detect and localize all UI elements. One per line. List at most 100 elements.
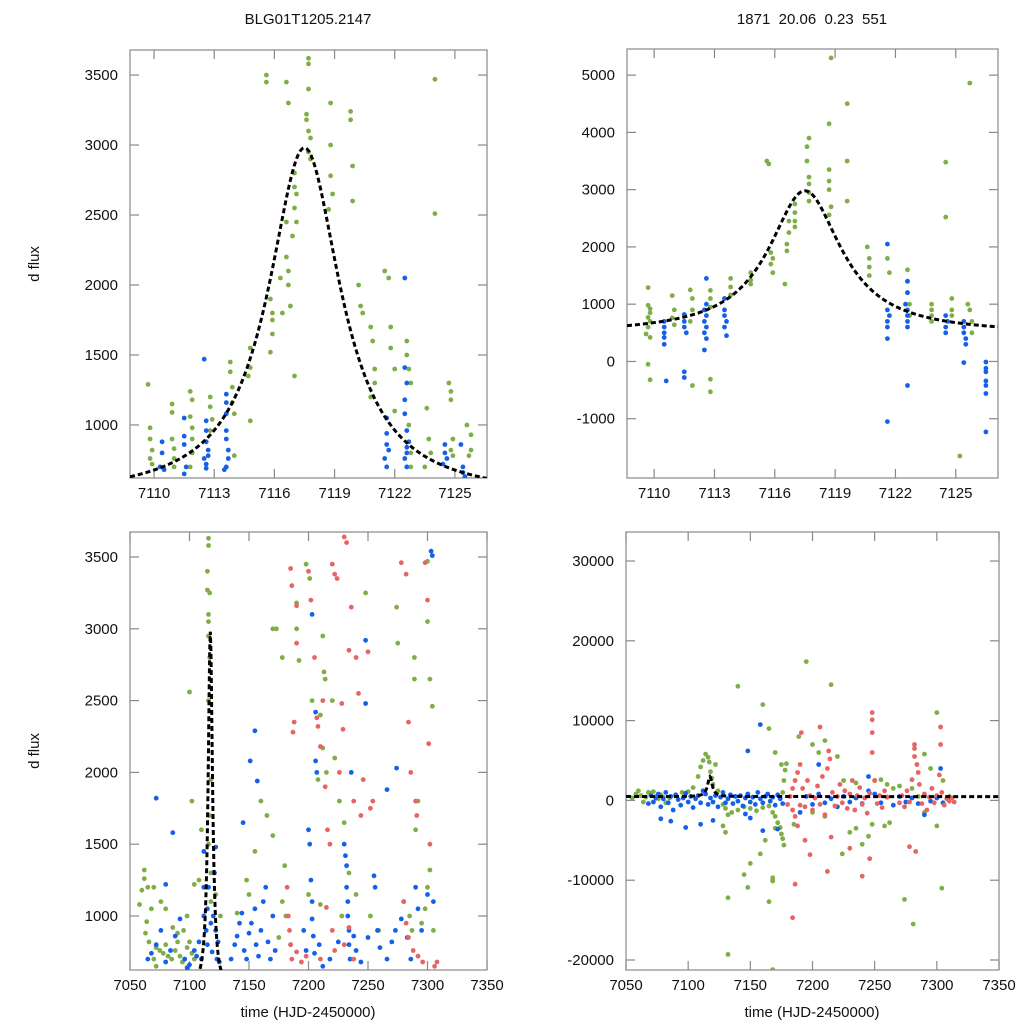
data-point [228,956,234,962]
data-point [934,823,940,829]
data-point [784,761,789,767]
y-tick-label: 2500 [85,693,118,710]
data-point [816,750,822,755]
data-point [426,436,432,442]
data-point [345,899,351,904]
data-point [905,313,910,318]
data-point [866,264,872,270]
data-point [384,464,390,470]
data-point [351,956,357,962]
y-axis-label: d flux [26,733,43,769]
data-point [151,956,157,962]
data-point [784,241,790,247]
data-point [181,433,187,439]
data-point [826,121,832,127]
data-point [265,939,271,945]
plot-area [626,527,999,970]
data-point [264,79,269,85]
data-point [890,802,896,808]
data-point [647,335,653,340]
data-point [184,913,190,919]
data-point [398,916,404,922]
data-point [304,117,309,123]
data-point [358,813,364,818]
data-point [795,770,800,775]
data-point [268,349,273,355]
data-point [340,726,346,732]
y-tick-label: 2500 [85,207,118,224]
data-point [462,474,468,478]
data-point [163,906,169,912]
y-tick-label: 3500 [85,549,118,566]
data-point [943,214,949,220]
plot-area [130,55,487,478]
data-point [786,230,792,236]
data-point [681,324,687,330]
data-point [870,527,875,532]
data-point [171,464,177,470]
data-point [247,418,253,424]
data-point [384,431,390,436]
data-point [747,815,753,821]
data-point [325,827,330,833]
data-point [187,414,193,419]
data-point [802,837,808,843]
data-point [221,467,227,473]
data-point [450,453,456,459]
data-point [878,800,884,806]
series-green [643,55,975,459]
data-point [191,948,197,953]
data-point [708,769,713,775]
data-point [792,778,798,783]
x-tick-label: 7250 [858,977,891,994]
data-point [866,774,871,779]
data-point [961,360,967,365]
data-point [938,742,943,747]
data-point [671,322,677,328]
data-point [306,61,311,67]
data-point [766,803,772,809]
data-point [218,913,223,919]
data-point [864,244,870,250]
data-point [346,942,352,948]
data-point [294,640,299,646]
data-point [905,319,910,324]
data-point [270,331,275,337]
data-point [715,804,721,810]
data-point [223,428,229,433]
data-point [766,161,772,167]
data-point [815,783,820,789]
data-point [393,928,398,933]
data-point [344,863,349,869]
data-point [286,282,291,288]
data-point [183,464,189,470]
data-point [663,790,669,795]
data-point [159,439,165,445]
data-point [917,782,922,787]
data-point [748,281,754,287]
data-point [258,798,264,804]
data-point [209,417,215,422]
data-point [772,750,778,755]
data-point [791,821,797,827]
data-point [747,861,753,866]
data-point [225,447,231,453]
data-point [928,766,933,771]
data-point [205,942,210,948]
data-point [645,302,651,308]
data-point [143,930,148,936]
data-point [404,352,410,358]
data-point [775,826,781,832]
y-tick-label: 0 [606,792,614,809]
y-tick-label: 10000 [572,713,614,730]
data-point [264,813,270,818]
data-point [905,267,910,273]
data-point [312,655,317,660]
x-tick-label: 7113 [198,485,230,502]
data-point [169,436,175,442]
data-point [288,566,293,571]
data-point [389,939,395,945]
data-point [681,369,687,375]
data-point [398,560,404,566]
data-point [403,920,409,926]
